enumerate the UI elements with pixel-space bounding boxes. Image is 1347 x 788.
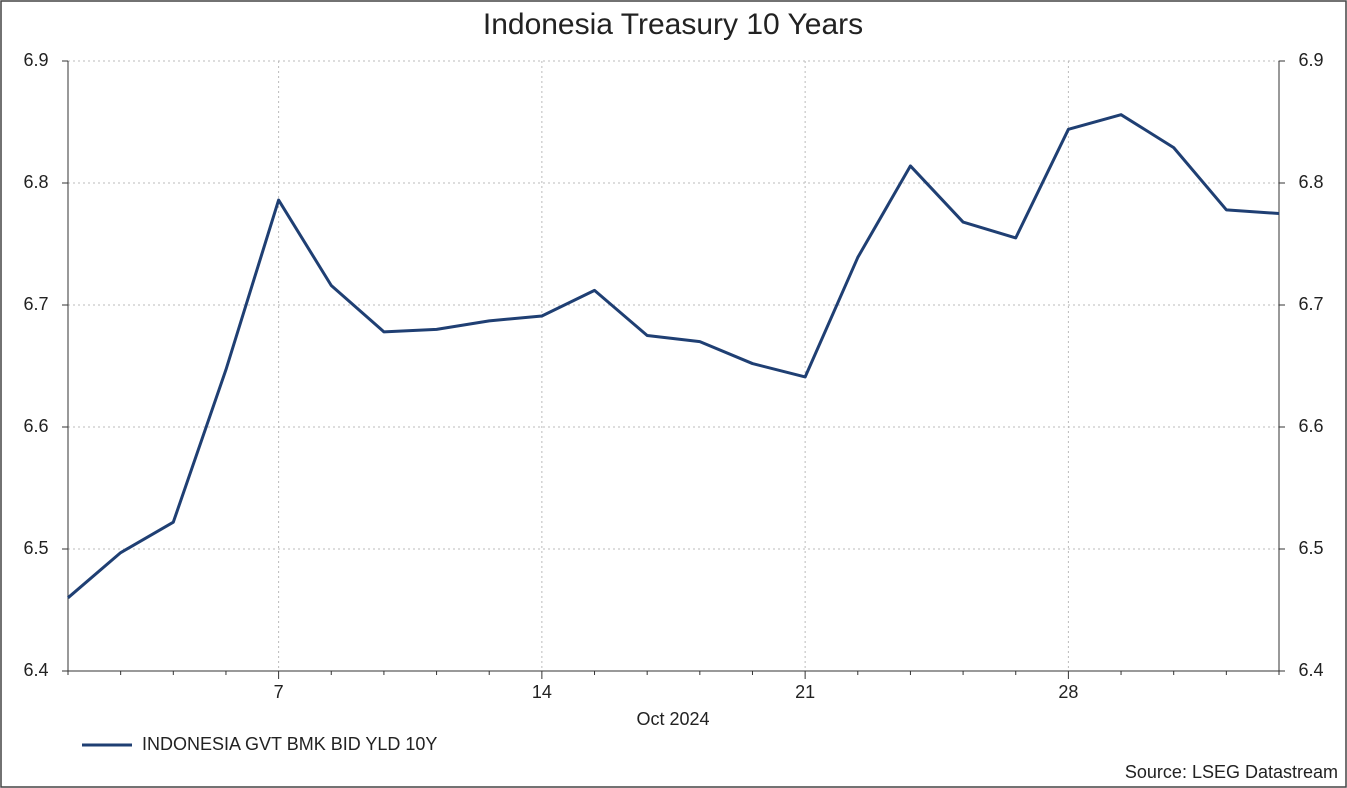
y-tick-label: 6.7 (23, 294, 48, 314)
y2-tick-label: 6.7 (1298, 294, 1323, 314)
y2-tick-label: 6.5 (1298, 538, 1323, 558)
y2-tick-label: 6.6 (1298, 416, 1323, 436)
y-tick-label: 6.5 (23, 538, 48, 558)
x-tick-label: 21 (795, 682, 815, 702)
x-tick-label: 14 (532, 682, 552, 702)
x-tick-label: 7 (274, 682, 284, 702)
y2-tick-label: 6.9 (1298, 50, 1323, 70)
y-tick-label: 6.9 (23, 50, 48, 70)
y2-tick-label: 6.4 (1298, 660, 1323, 680)
chart-title: Indonesia Treasury 10 Years (483, 8, 863, 41)
y-tick-label: 6.4 (23, 660, 48, 680)
series-line (67, 113, 1280, 599)
y-tick-label: 6.8 (23, 172, 48, 192)
legend-label: INDONESIA GVT BMK BID YLD 10Y (142, 734, 437, 754)
x-tick-label: 28 (1058, 682, 1078, 702)
x-axis-label: Oct 2024 (636, 709, 709, 729)
y2-tick-label: 6.8 (1298, 172, 1323, 192)
y-tick-label: 6.6 (23, 416, 48, 436)
source: Source: LSEG Datastream (1125, 762, 1338, 782)
